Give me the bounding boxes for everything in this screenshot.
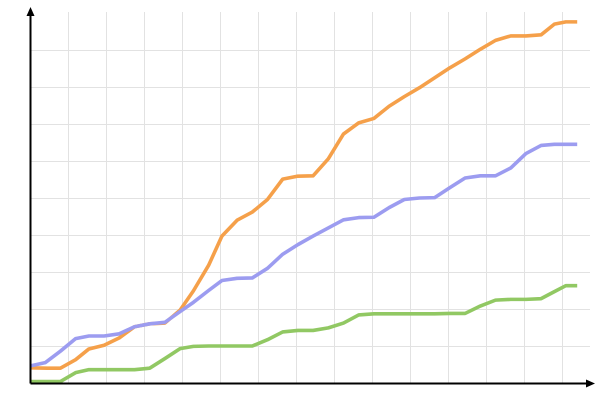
horizontal-gridlines bbox=[30, 50, 590, 347]
series-orange bbox=[29, 20, 578, 370]
series-purple bbox=[29, 142, 578, 368]
series-layer bbox=[29, 20, 578, 384]
series-green bbox=[30, 283, 578, 384]
x-axis-arrow-icon bbox=[586, 379, 595, 388]
y-axis-arrow-icon bbox=[26, 7, 35, 16]
vertical-gridlines bbox=[68, 12, 563, 383]
axes-layer bbox=[26, 7, 595, 388]
